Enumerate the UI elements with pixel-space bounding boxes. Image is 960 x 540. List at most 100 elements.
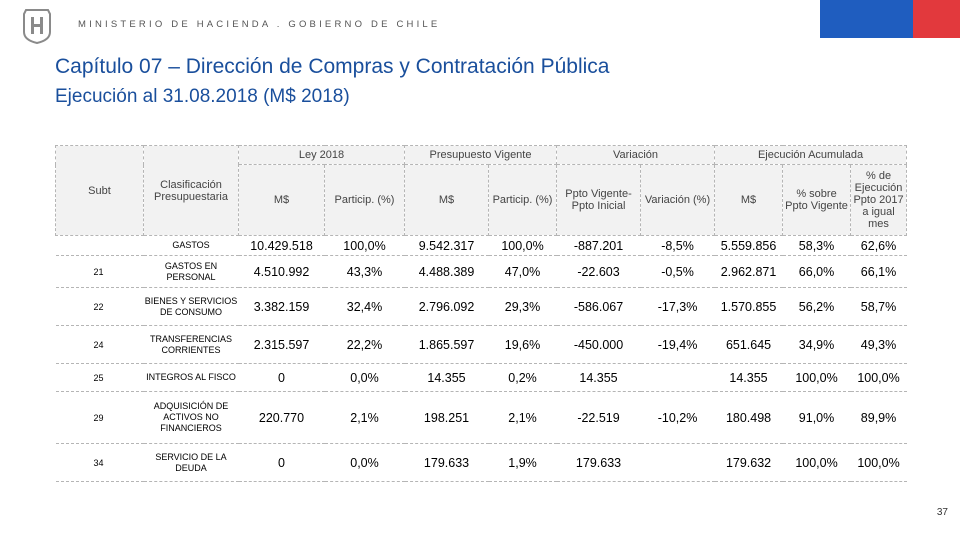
cell-ley-particip: 43,3% [324,255,405,288]
header-presupuesto-vigente: Presupuesto Vigente [404,145,558,165]
cell-ejecucion-pct-2017: 100,0% [850,443,907,482]
subheader-ejecucion-ms: M$ [714,164,784,236]
cell-variacion-pct: -17,3% [640,287,715,326]
subheader-vigente-ms: M$ [404,164,490,236]
cell-variacion-diff: -450.000 [556,325,641,364]
subheader-vigente-particip: Particip. (%) [488,164,558,236]
cell-ejecucion-pct-2017: 49,3% [850,325,907,364]
cell-ejecucion-pct-vigente: 91,0% [782,391,851,444]
cell-vigente-ms: 9.542.317 [404,235,489,256]
page-title: Capítulo 07 – Dirección de Compras y Con… [55,55,610,78]
cell-vigente-particip: 0,2% [488,363,557,392]
subheader-variacion-pct: Variación (%) [640,164,716,236]
table-row: 34 SERVICIO DE LA DEUDA 0 0,0% 179.633 1… [55,443,907,482]
header-variacion: Variación [556,145,716,165]
cell-vigente-particip: 19,6% [488,325,557,364]
cell-subt: 25 [55,363,144,392]
table-row: 24 TRANSFERENCIAS CORRIENTES 2.315.597 2… [55,325,907,364]
cell-ley-ms: 0 [238,443,325,482]
table-row: 29 ADQUISICIÓN DE ACTIVOS NO FINANCIEROS… [55,391,907,444]
cell-ejecucion-ms: 1.570.855 [714,287,783,326]
budget-table: Subt Clasificación Presupuestaria Ley 20… [55,145,908,482]
cell-ejecucion-ms: 14.355 [714,363,783,392]
subheader-ejecucion-pct-2017: % de Ejecución Ppto 2017 a igual mes [850,164,908,236]
cell-subt: 22 [55,287,144,326]
cell-ley-particip: 32,4% [324,287,405,326]
cell-ejecucion-pct-vigente: 100,0% [782,443,851,482]
cell-variacion-pct: -8,5% [640,235,715,256]
cell-vigente-ms: 198.251 [404,391,489,444]
cell-ejecucion-pct-2017: 58,7% [850,287,907,326]
table-row: 21 GASTOS EN PERSONAL 4.510.992 43,3% 4.… [55,255,907,288]
cell-variacion-diff: 14.355 [556,363,641,392]
cell-variacion-diff: -586.067 [556,287,641,326]
cell-ejecucion-pct-2017: 66,1% [850,255,907,288]
hacienda-logo-icon [23,9,51,44]
cell-vigente-particip: 2,1% [488,391,557,444]
cell-vigente-ms: 14.355 [404,363,489,392]
cell-ley-ms: 3.382.159 [238,287,325,326]
cell-variacion-diff: -22.519 [556,391,641,444]
cell-variacion-pct: -19,4% [640,325,715,364]
cell-vigente-ms: 179.633 [404,443,489,482]
cell-ejecucion-ms: 2.962.871 [714,255,783,288]
cell-variacion-diff: 179.633 [556,443,641,482]
cell-variacion-pct [640,363,715,392]
cell-subt: 34 [55,443,144,482]
cell-vigente-particip: 47,0% [488,255,557,288]
cell-ley-particip: 2,1% [324,391,405,444]
header-ley-2018: Ley 2018 [237,145,406,165]
cell-clasificacion: BIENES Y SERVICIOS DE CONSUMO [143,287,239,326]
cell-ejecucion-pct-2017: 100,0% [850,363,907,392]
cell-vigente-particip: 1,9% [488,443,557,482]
cell-variacion-pct [640,443,715,482]
page-subtitle: Ejecución al 31.08.2018 (M$ 2018) [55,86,350,107]
cell-ley-ms: 4.510.992 [238,255,325,288]
cell-vigente-particip: 100,0% [488,235,557,256]
cell-ejecucion-pct-2017: 62,6% [850,235,907,256]
cell-ejecucion-pct-vigente: 58,3% [782,235,851,256]
subheader-variacion-diff: Ppto Vigente- Ppto Inicial [556,164,642,236]
cell-subt: 24 [55,325,144,364]
table-row: 22 BIENES Y SERVICIOS DE CONSUMO 3.382.1… [55,287,907,326]
subheader-ejecucion-pct-vigente: % sobre Ppto Vigente [782,164,852,236]
cell-ejecucion-pct-vigente: 34,9% [782,325,851,364]
cell-vigente-ms: 4.488.389 [404,255,489,288]
cell-clasificacion: SERVICIO DE LA DEUDA [143,443,239,482]
cell-clasificacion: ADQUISICIÓN DE ACTIVOS NO FINANCIEROS [143,391,239,444]
flag-red-bar [913,0,960,38]
cell-ejecucion-pct-vigente: 66,0% [782,255,851,288]
cell-ley-ms: 220.770 [238,391,325,444]
cell-ley-ms: 10.429.518 [238,235,325,256]
table-row: GASTOS 10.429.518 100,0% 9.542.317 100,0… [55,235,907,256]
cell-variacion-pct: -0,5% [640,255,715,288]
cell-clasificacion: TRANSFERENCIAS CORRIENTES [143,325,239,364]
cell-subt: 21 [55,255,144,288]
cell-ejecucion-ms: 651.645 [714,325,783,364]
ministry-header: MINISTERIO DE HACIENDA . GOBIERNO DE CHI… [78,19,441,30]
cell-ejecucion-ms: 180.498 [714,391,783,444]
cell-ejecucion-ms: 179.632 [714,443,783,482]
cell-vigente-ms: 1.865.597 [404,325,489,364]
cell-ley-ms: 0 [238,363,325,392]
cell-ley-particip: 0,0% [324,443,405,482]
header-subt: Subt [55,145,144,236]
header-ejecucion-acumulada: Ejecución Acumulada [714,145,908,165]
cell-ley-particip: 100,0% [324,235,405,256]
cell-clasificacion: GASTOS EN PERSONAL [143,255,239,288]
cell-ley-particip: 22,2% [324,325,405,364]
header-clasificacion: Clasificación Presupuestaria [143,145,239,236]
cell-ley-particip: 0,0% [324,363,405,392]
cell-variacion-diff: -887.201 [556,235,641,256]
cell-ejecucion-pct-vigente: 56,2% [782,287,851,326]
subheader-ley-particip: Particip. (%) [323,164,406,236]
subheader-ley-ms: M$ [238,164,325,236]
cell-clasificacion: GASTOS [143,235,239,256]
cell-ley-ms: 2.315.597 [238,325,325,364]
cell-ejecucion-ms: 5.559.856 [714,235,783,256]
cell-subt: 29 [55,391,144,444]
cell-vigente-particip: 29,3% [488,287,557,326]
table-row: 25 INTEGROS AL FISCO 0 0,0% 14.355 0,2% … [55,363,907,392]
cell-vigente-ms: 2.796.092 [404,287,489,326]
cell-subt [55,235,144,256]
